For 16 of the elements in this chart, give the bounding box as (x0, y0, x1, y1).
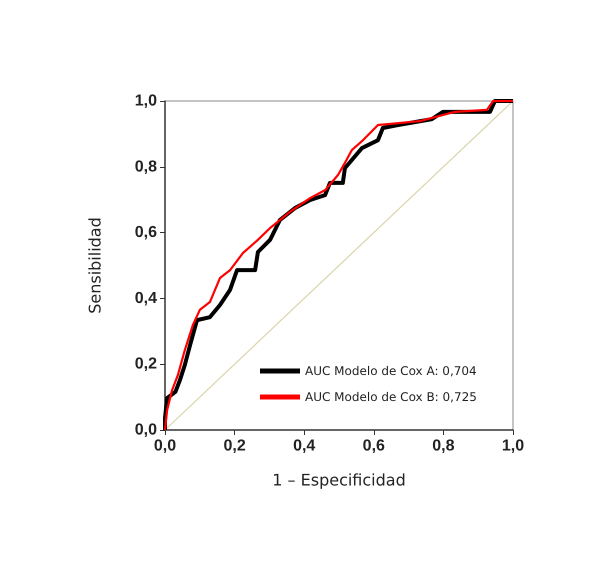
legend-label: AUC Modelo de Cox B: 0,725 (305, 390, 477, 404)
x-tick-label: 0,8 (432, 438, 455, 454)
y-tick-label: 0,0 (134, 422, 158, 438)
y-tick-label: 0,2 (134, 356, 158, 373)
y-tick-label: 1,0 (134, 92, 158, 110)
y-axis-title: Sensibilidad (86, 217, 104, 314)
y-tick-label: 0,8 (134, 158, 158, 176)
x-tick-label: 0,6 (362, 438, 386, 454)
x-tick-label: 0,0 (154, 438, 176, 454)
y-tick-label: 0,6 (134, 224, 158, 242)
x-tick-label: 0,2 (223, 438, 246, 454)
x-tick-label: 0,4 (293, 438, 316, 454)
x-axis-title: 1 – Especificidad (272, 470, 406, 490)
x-tick-label: 1,0 (502, 438, 524, 454)
legend-label: AUC Modelo de Cox A: 0,704 (305, 364, 477, 378)
y-tick-label: 0,4 (134, 290, 158, 307)
